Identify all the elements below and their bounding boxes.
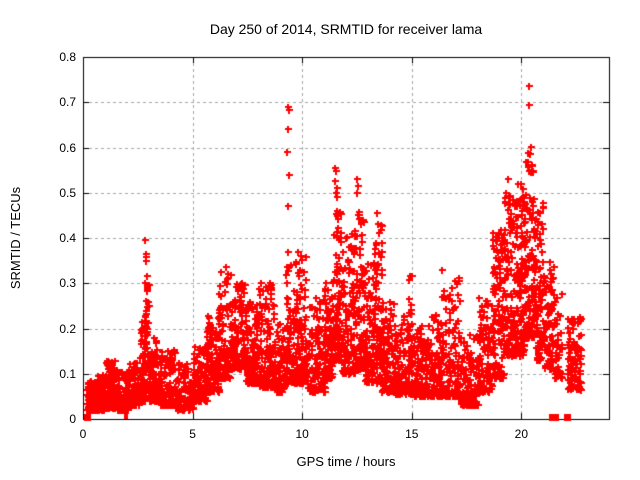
y-tick-label: 0.7 xyxy=(59,95,76,110)
y-tick-label: 0.2 xyxy=(59,321,76,336)
y-tick-label: 0 xyxy=(69,412,76,426)
y-tick-label: 0.1 xyxy=(59,366,76,381)
y-tick-label: 0.5 xyxy=(59,185,76,200)
x-axis-label: GPS time / hours xyxy=(296,454,396,469)
x-tick-label: 10 xyxy=(295,427,309,441)
chart-title: Day 250 of 2014, SRMTID for receiver lam… xyxy=(209,21,483,37)
y-tick-label: 0.3 xyxy=(59,276,76,291)
x-tick-label: 20 xyxy=(514,427,528,441)
y-tick-label: 0.6 xyxy=(59,140,76,155)
y-tick-label: 0.4 xyxy=(59,231,76,245)
x-tick-label: 0 xyxy=(79,427,87,441)
y-tick-label: 0.8 xyxy=(59,50,76,64)
y-axis-label: SRMTID / TECUs xyxy=(8,186,23,290)
x-tick-label: 15 xyxy=(405,427,419,441)
x-tick-label: 5 xyxy=(189,427,196,441)
